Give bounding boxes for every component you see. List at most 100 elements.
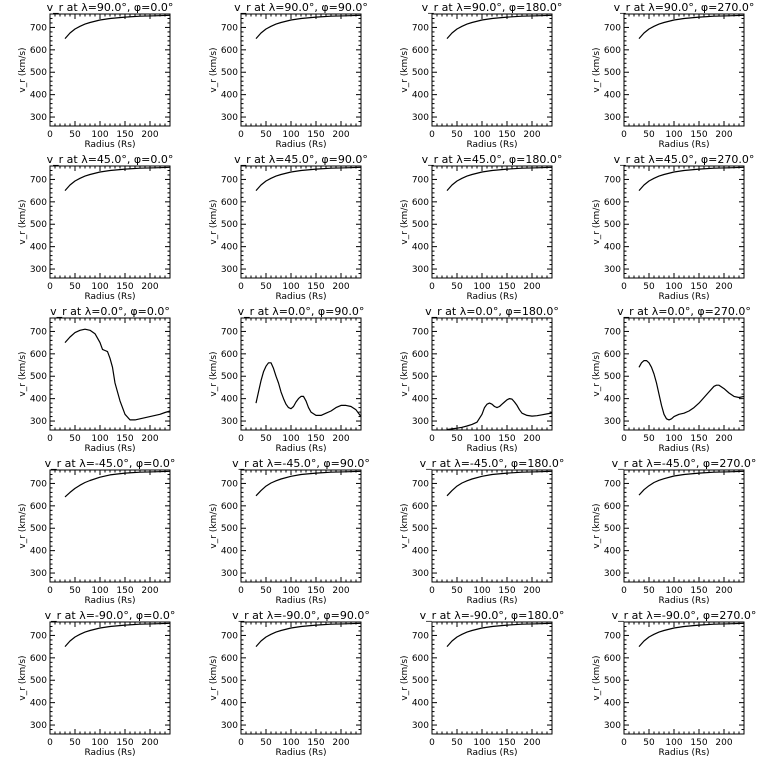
chart-panel-2: v_r at λ=90.0°, φ=90.0° 0 50 100 150 200 300 40… [209,1,368,150]
x-axis-label: Radius (Rs) [275,292,326,302]
y-tick-label: 400 [30,699,47,709]
y-tick-label: 700 [412,175,429,185]
chart-panel-15: v_r at λ=-45.0°, φ=180.0° 0 50 100 150 200 300… [400,457,564,606]
y-axis-label: v_r (km/s) [209,351,219,396]
series-line [64,470,171,498]
x-tick-label: 50 [451,130,463,140]
chart-title: v_r at λ=90.0°, φ=90.0° [234,1,368,14]
chart-panel-3: v_r at λ=90.0°, φ=180.0° 0 50 100 150 200 300 4… [400,1,562,150]
series-line [638,622,745,647]
plot-frame [240,469,362,583]
chart-panel-9: v_r at λ=0.0°, φ=0.0° 0 50 100 150 200 300 400 5… [18,305,171,454]
y-tick-label: 500 [604,524,621,534]
x-tick-label: 150 [307,130,324,140]
y-tick-label: 400 [221,547,238,557]
series-line [64,328,171,421]
y-tick-label: 500 [412,68,429,78]
x-tick-label: 100 [282,738,299,748]
y-tick-label: 300 [604,721,621,731]
y-tick-label: 500 [30,372,47,382]
x-axis-label: Radius (Rs) [658,444,709,454]
x-tick-label: 0 [429,130,435,140]
x-axis-label: Radius (Rs) [275,140,326,150]
y-tick-label: 500 [604,68,621,78]
y-axis-label: v_r (km/s) [592,655,602,700]
y-tick-label: 600 [30,654,47,664]
plot-frame [49,165,171,279]
y-tick-label: 700 [412,23,429,33]
plot-frame [623,469,745,583]
x-tick-label: 50 [451,586,463,596]
y-tick-label: 300 [221,265,238,275]
x-tick-label: 0 [429,282,435,292]
y-tick-label: 700 [30,23,47,33]
y-tick-label: 600 [30,46,47,56]
y-axis-label: v_r (km/s) [209,503,219,548]
plot-frame [49,469,171,583]
x-tick-label: 200 [332,586,349,596]
chart-panel-1: v_r at λ=90.0°, φ=0.0° 0 50 100 150 200 300 400… [18,1,173,150]
y-axis-label: v_r (km/s) [18,199,28,244]
x-tick-label: 50 [643,738,655,748]
x-tick-label: 150 [690,282,707,292]
chart-title: v_r at λ=0.0°, φ=270.0° [617,305,751,318]
y-tick-label: 700 [30,175,47,185]
chart-panel-17: v_r at λ=-90.0°, φ=0.0° 0 50 100 150 200 300 40… [18,609,175,758]
x-tick-label: 100 [665,738,682,748]
x-tick-label: 200 [523,130,540,140]
y-tick-label: 600 [412,198,429,208]
series-line [638,14,745,39]
chart-panel-12: v_r at λ=0.0°, φ=270.0° 0 50 100 150 200 300 40… [592,305,751,454]
y-tick-label: 400 [412,91,429,101]
y-tick-label: 500 [604,676,621,686]
x-tick-label: 150 [116,586,133,596]
x-tick-label: 200 [523,282,540,292]
chart-title: v_r at λ=-45.0°, φ=180.0° [420,457,565,470]
x-tick-label: 150 [690,130,707,140]
y-tick-label: 300 [604,113,621,123]
x-tick-label: 200 [523,738,540,748]
x-tick-label: 100 [473,434,490,444]
x-tick-label: 100 [665,434,682,444]
chart-title: v_r at λ=-90.0°, φ=270.0° [612,609,757,622]
chart-title: v_r at λ=90.0°, φ=0.0° [47,1,174,14]
plot-frame [431,621,553,735]
x-tick-label: 200 [332,738,349,748]
x-tick-label: 0 [429,738,435,748]
y-tick-label: 400 [30,547,47,557]
x-tick-label: 0 [621,282,627,292]
x-tick-label: 150 [116,130,133,140]
x-tick-label: 150 [690,738,707,748]
chart-title: v_r at λ=-90.0°, φ=0.0° [45,609,176,622]
chart-title: v_r at λ=45.0°, φ=270.0° [614,153,755,166]
y-tick-label: 600 [221,46,238,56]
x-axis-label: Radius (Rs) [658,140,709,150]
plot-frame [431,469,553,583]
y-tick-label: 400 [412,699,429,709]
x-axis-label: Radius (Rs) [84,596,135,606]
y-tick-label: 700 [30,479,47,489]
x-tick-label: 200 [332,130,349,140]
x-axis-label: Radius (Rs) [466,292,517,302]
y-tick-label: 500 [412,372,429,382]
x-tick-label: 100 [282,586,299,596]
y-tick-label: 500 [221,676,238,686]
x-tick-label: 50 [69,130,81,140]
y-tick-label: 700 [604,479,621,489]
x-tick-label: 150 [307,434,324,444]
y-tick-label: 600 [604,46,621,56]
chart-title: v_r at λ=0.0°, φ=0.0° [50,305,170,318]
plot-frame [49,621,171,735]
y-axis-label: v_r (km/s) [400,655,410,700]
x-tick-label: 150 [116,738,133,748]
x-tick-label: 100 [473,586,490,596]
x-tick-label: 200 [141,434,158,444]
x-tick-label: 200 [332,434,349,444]
y-tick-label: 700 [221,479,238,489]
y-tick-label: 600 [221,198,238,208]
y-axis-label: v_r (km/s) [209,47,219,92]
chart-panel-8: v_r at λ=45.0°, φ=270.0° 0 50 100 150 200 300 4… [592,153,754,302]
x-tick-label: 200 [141,586,158,596]
y-tick-label: 500 [221,68,238,78]
x-tick-label: 0 [238,738,244,748]
